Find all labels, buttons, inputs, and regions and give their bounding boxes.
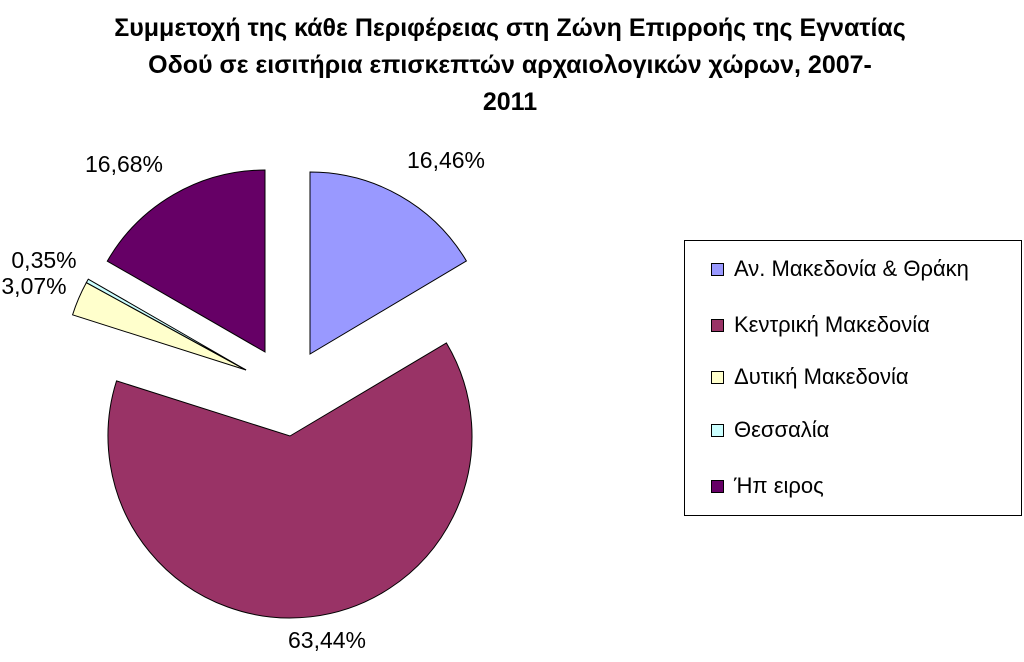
legend: Αν. Μακεδονία & Θράκη Κεντρική Μακεδονία Δ… — [684, 240, 1022, 516]
slice-label-2: 63,44% — [288, 627, 366, 653]
legend-label: Αν. Μακεδονία & Θράκη — [734, 256, 969, 281]
legend-label: Θεσσαλία — [734, 417, 830, 442]
legend-swatch — [711, 370, 724, 384]
legend-item-1: Αν. Μακεδονία & Θράκη — [711, 256, 969, 281]
pie-slice-2 — [107, 342, 473, 619]
slice-label-1: 16,46% — [407, 147, 485, 173]
pie-slice-5 — [106, 169, 266, 353]
chart-title-line-1: Συμμετοχή της κάθε Περιφέρειας στη Ζώνη … — [114, 14, 906, 42]
slice-label-4: 0,35% — [11, 247, 76, 273]
slice-label-5: 16,68% — [85, 151, 163, 177]
legend-label: Δυτική Μακεδονία — [734, 364, 909, 389]
legend-item-3: Δυτική Μακεδονία — [711, 364, 909, 389]
legend-swatch — [711, 262, 724, 276]
legend-swatch — [711, 423, 724, 437]
legend-item-4: Θεσσαλία — [711, 417, 830, 442]
pie-slice-1 — [309, 171, 468, 355]
chart-title-line-2: Οδού σε εισιτήρια επισκεπτών αρχαιολογικ… — [148, 51, 872, 79]
legend-swatch — [711, 479, 724, 493]
chart-title-line-3: 2011 — [482, 88, 538, 116]
legend-item-2: Κεντρική Μακεδονία — [711, 312, 930, 337]
legend-label: Ήπ ειρος — [734, 473, 824, 498]
legend-label: Κεντρική Μακεδονία — [734, 312, 930, 337]
legend-item-5: Ήπ ειρος — [711, 473, 824, 498]
chart-title: Συμμετοχή της κάθε Περιφέρειας στη Ζώνη … — [20, 10, 1000, 121]
pie-slice-4 — [85, 278, 247, 371]
slice-label-3: 3,07% — [1, 273, 66, 299]
legend-swatch — [711, 318, 724, 332]
